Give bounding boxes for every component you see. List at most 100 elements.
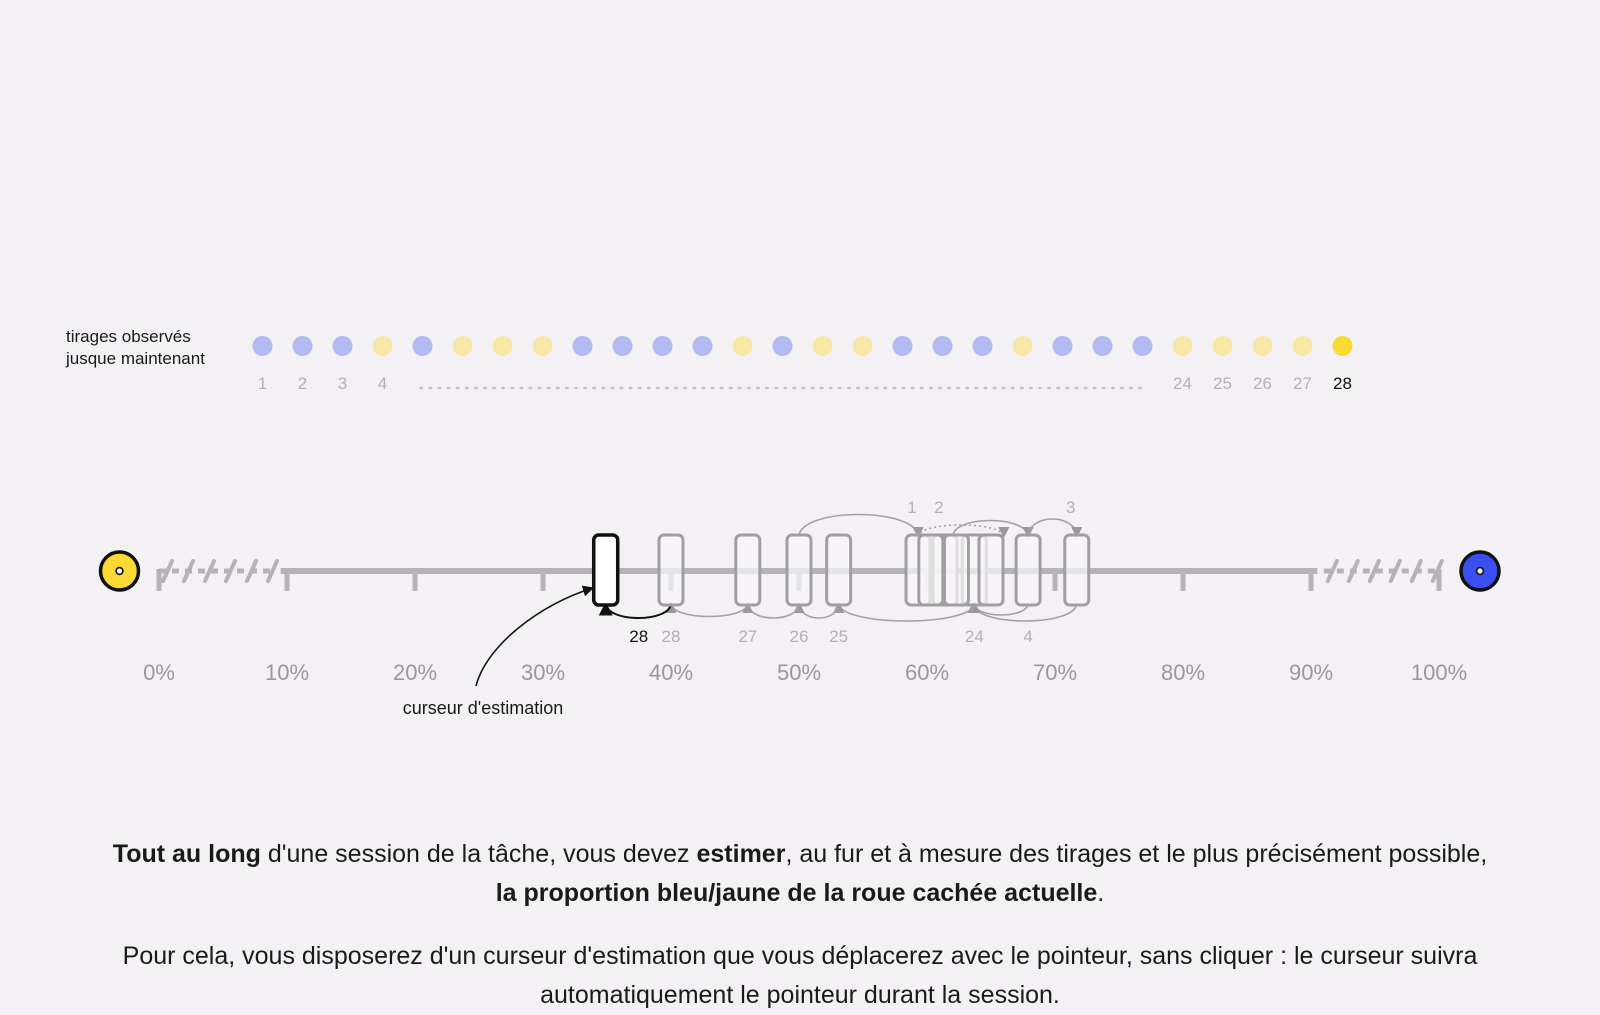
draw-dot-yellow bbox=[492, 336, 513, 356]
yellow-wheel-icon bbox=[98, 550, 141, 592]
draw-dot-yellow bbox=[812, 336, 833, 356]
draw-dot-blue bbox=[652, 336, 673, 356]
scale-tick-label: 10% bbox=[265, 660, 309, 685]
past-estimate-marker bbox=[942, 533, 970, 607]
scale-break-slash bbox=[203, 559, 216, 583]
draw-dot-blue bbox=[932, 336, 953, 356]
draw-number-label: 26 bbox=[1253, 374, 1272, 393]
past-estimate-marker bbox=[917, 533, 945, 607]
scale-tick-label: 0% bbox=[143, 660, 175, 685]
draws-label: tirages observés bbox=[66, 327, 191, 346]
estimate-draw-label: 27 bbox=[738, 627, 757, 646]
scale-tick-label: 70% bbox=[1033, 660, 1077, 685]
draw-dot-yellow bbox=[1252, 336, 1273, 356]
scale-break-slash bbox=[1409, 559, 1423, 583]
draw-dot-blue bbox=[1052, 336, 1073, 356]
instruction-emphasis-throughout: Tout au long bbox=[112, 840, 261, 868]
instruction-emphasis-estimate: estimer bbox=[696, 840, 786, 868]
scale-break-slash bbox=[1325, 559, 1339, 583]
estimate-link-arrow bbox=[798, 513, 924, 539]
past-estimate-marker bbox=[1063, 533, 1091, 607]
instruction-paragraph-1: Tout au long d'une session de la tâche, … bbox=[100, 835, 1500, 913]
draw-number-label: 27 bbox=[1293, 374, 1312, 393]
draw-number-label: 28 bbox=[1333, 374, 1352, 393]
estimate-link-arrow bbox=[968, 601, 1029, 616]
estimate-link-arrow bbox=[833, 601, 976, 622]
scale-break-slash bbox=[266, 559, 279, 583]
estimation-cursor[interactable] bbox=[591, 533, 620, 607]
draw-dot-yellow bbox=[1212, 336, 1233, 356]
estimate-link-arrow bbox=[793, 601, 840, 619]
past-estimate-marker bbox=[825, 533, 853, 607]
draw-dot-yellow bbox=[1012, 336, 1033, 356]
blue-wheel-icon bbox=[1459, 550, 1501, 592]
estimate-link-arrow bbox=[951, 519, 1034, 539]
scale-tick-label: 90% bbox=[1289, 660, 1333, 685]
scale-break-slash bbox=[1430, 559, 1444, 583]
cursor-annotation-arrow bbox=[475, 585, 595, 687]
estimate-link-arrow bbox=[742, 601, 800, 619]
draw-dot-yellow bbox=[452, 336, 473, 356]
draw-dot-blue bbox=[1132, 336, 1153, 356]
scale-tick-label: 20% bbox=[393, 660, 437, 685]
estimate-link-arrow bbox=[917, 524, 1010, 539]
estimate-draw-label: 26 bbox=[790, 627, 809, 646]
estimate-draw-label: 1 bbox=[907, 498, 916, 517]
estimate-draw-label: 4 bbox=[1023, 627, 1032, 646]
instruction-paragraph-2: Pour cela, vous disposerez d'un curseur … bbox=[122, 942, 1478, 1009]
scale-tick-label: 50% bbox=[777, 660, 821, 685]
draw-dot-yellow bbox=[372, 336, 393, 356]
draw-dot-yellow bbox=[1172, 336, 1193, 356]
scale-tick-label: 80% bbox=[1161, 660, 1205, 685]
draw-dot-blue bbox=[692, 336, 713, 356]
draw-dot-blue bbox=[772, 336, 793, 356]
scale-break-slash bbox=[224, 559, 237, 583]
scale-tick-label: 60% bbox=[905, 660, 949, 685]
estimate-draw-label: 24 bbox=[965, 627, 984, 646]
estimate-draw-label: 28 bbox=[662, 627, 681, 646]
draw-number-label: 24 bbox=[1173, 374, 1192, 393]
instruction-text: , au fur et à mesure des tirages et le p… bbox=[785, 840, 1488, 868]
instruction-text: d'une session de la tâche, vous devez bbox=[260, 840, 697, 868]
estimate-draw-label: 3 bbox=[1066, 498, 1075, 517]
estimate-draw-label: 2 bbox=[934, 498, 943, 517]
draw-dot-blue bbox=[612, 336, 633, 356]
draw-dot-blue bbox=[412, 336, 433, 356]
scale-break-slash bbox=[182, 559, 195, 583]
past-estimate-marker bbox=[734, 533, 762, 607]
draw-number-label: 1 bbox=[258, 374, 267, 393]
draw-dot-blue bbox=[332, 336, 353, 356]
past-estimate-marker bbox=[657, 533, 685, 607]
draw-dot-yellow bbox=[1292, 336, 1313, 356]
draw-dot-blue bbox=[572, 336, 593, 356]
draw-dot-yellow bbox=[732, 336, 753, 356]
draw-dot-yellow bbox=[532, 336, 553, 356]
scale-tick-label: 30% bbox=[521, 660, 565, 685]
draw-dot-yellow bbox=[1332, 336, 1353, 356]
draw-number-label: 2 bbox=[298, 374, 307, 393]
draw-dot-blue bbox=[252, 336, 273, 356]
past-estimate-marker bbox=[785, 533, 813, 607]
scale-break-slash bbox=[1367, 559, 1381, 583]
past-estimate-marker bbox=[977, 533, 1005, 607]
scale-break-slash bbox=[245, 559, 258, 583]
draw-dot-yellow bbox=[852, 336, 873, 356]
scale-tick-label: 100% bbox=[1411, 660, 1467, 685]
scale-break-slash bbox=[161, 559, 174, 583]
estimate-draw-label: 25 bbox=[829, 627, 848, 646]
draw-dot-blue bbox=[972, 336, 993, 356]
scale-break-slash bbox=[1388, 559, 1402, 583]
estimate-link-arrow bbox=[665, 601, 749, 618]
scale-break-slash bbox=[1346, 559, 1360, 583]
instruction-text: . bbox=[1097, 879, 1105, 907]
draw-number-label: 3 bbox=[338, 374, 347, 393]
cursor-annotation-label: curseur d'estimation bbox=[403, 698, 564, 718]
estimate-link-arrow bbox=[598, 601, 672, 619]
estimate-link-arrow bbox=[1027, 518, 1083, 539]
draw-dot-blue bbox=[292, 336, 313, 356]
draw-dot-blue bbox=[892, 336, 913, 356]
draw-number-label: 4 bbox=[378, 374, 387, 393]
past-estimate-marker bbox=[1014, 533, 1042, 607]
